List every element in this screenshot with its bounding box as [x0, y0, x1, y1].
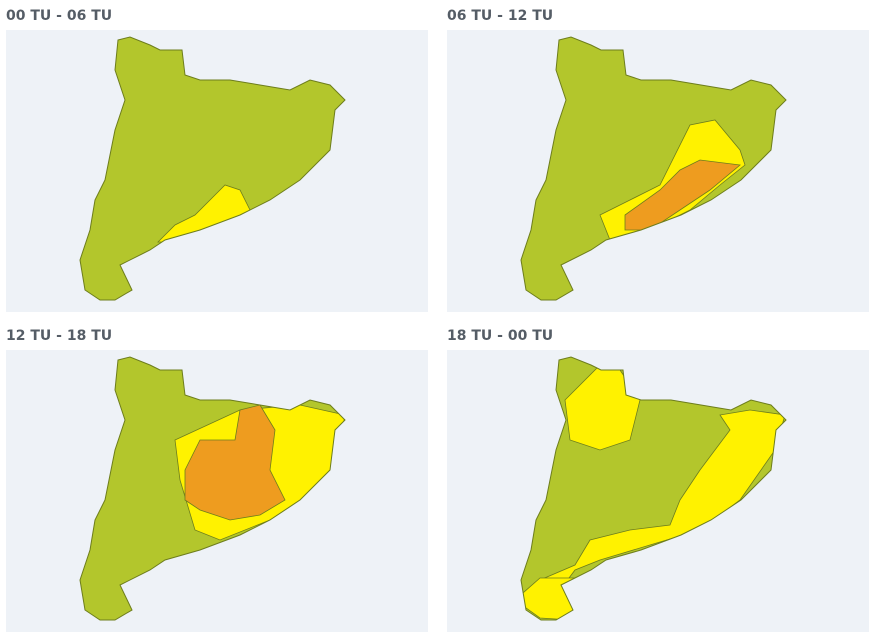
warning-map-panel[interactable] [447, 350, 869, 632]
period-title: 12 TU - 18 TU [6, 328, 113, 344]
region-green[interactable] [521, 37, 786, 300]
region-orange[interactable] [624, 159, 741, 231]
period-title: 00 TU - 06 TU [6, 8, 113, 24]
catalonia-map[interactable] [447, 350, 869, 632]
warning-map-panel[interactable] [6, 350, 428, 632]
region-yellow[interactable] [520, 409, 786, 601]
catalonia-outline [79, 36, 346, 301]
catalonia-map[interactable] [6, 30, 428, 312]
catalonia-outline [520, 36, 787, 301]
period-title: 06 TU - 12 TU [447, 8, 554, 24]
catalonia-map[interactable] [447, 30, 869, 312]
catalonia-outline [79, 356, 346, 621]
period-title: 18 TU - 00 TU [447, 328, 554, 344]
warning-map-panel[interactable] [6, 30, 428, 312]
warning-map-panel[interactable] [447, 30, 869, 312]
catalonia-outline [520, 356, 787, 621]
region-green[interactable] [80, 37, 345, 300]
catalonia-map[interactable] [6, 350, 428, 632]
region-orange[interactable] [184, 404, 286, 521]
